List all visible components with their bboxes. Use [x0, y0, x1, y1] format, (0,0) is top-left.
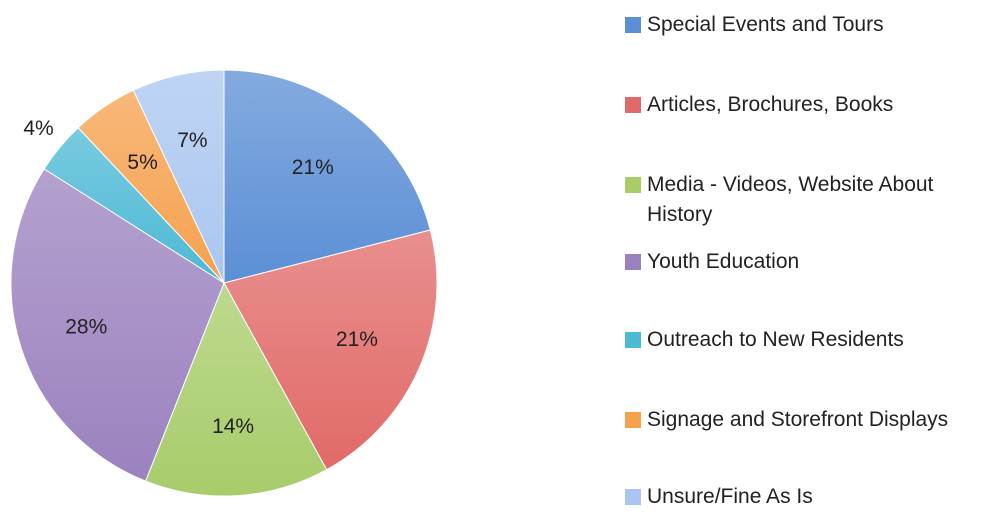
- data-label: 4%: [23, 117, 53, 140]
- data-label: 28%: [65, 315, 107, 338]
- legend-item: Articles, Brochures, Books: [625, 90, 977, 120]
- legend-swatch: [625, 489, 641, 505]
- data-label: 14%: [212, 415, 254, 438]
- pie-slice: [132, 69, 225, 284]
- legend-item: Outreach to New Residents: [625, 325, 977, 355]
- legend-label: Unsure/Fine As Is: [647, 485, 813, 508]
- legend-item: Unsure/Fine As Is: [625, 482, 977, 512]
- legend-swatch: [625, 254, 641, 270]
- data-label: 21%: [292, 156, 334, 179]
- legend-swatch: [625, 177, 641, 193]
- legend-label: Signage and Storefront Displays: [647, 408, 949, 431]
- pie-slice: [223, 229, 438, 471]
- legend-label: Youth Education: [647, 250, 800, 273]
- legend-label: Media - Videos, Website About History: [647, 173, 934, 226]
- legend-swatch: [625, 412, 641, 428]
- legend-label: Articles, Brochures, Books: [647, 93, 894, 116]
- legend-swatch: [625, 17, 641, 33]
- legend-item: Special Events and Tours: [625, 10, 977, 40]
- pie-slice: [223, 69, 431, 284]
- pie-slice: [144, 281, 328, 497]
- legend-swatch: [625, 97, 641, 113]
- legend-item: Signage and Storefront Displays: [625, 405, 977, 435]
- legend-label: Outreach to New Residents: [647, 328, 904, 351]
- legend-swatch: [625, 332, 641, 348]
- legend-item: Media - Videos, Website About History: [625, 170, 977, 230]
- data-label: 21%: [336, 328, 378, 351]
- data-label: 5%: [127, 151, 157, 174]
- data-label: 7%: [177, 129, 207, 152]
- legend-item: Youth Education: [625, 247, 977, 277]
- pie-area: 21% 21% 14% 28% 4% 5% 7%: [10, 69, 438, 497]
- pie-slice: [10, 168, 225, 482]
- legend-label: Special Events and Tours: [647, 13, 884, 36]
